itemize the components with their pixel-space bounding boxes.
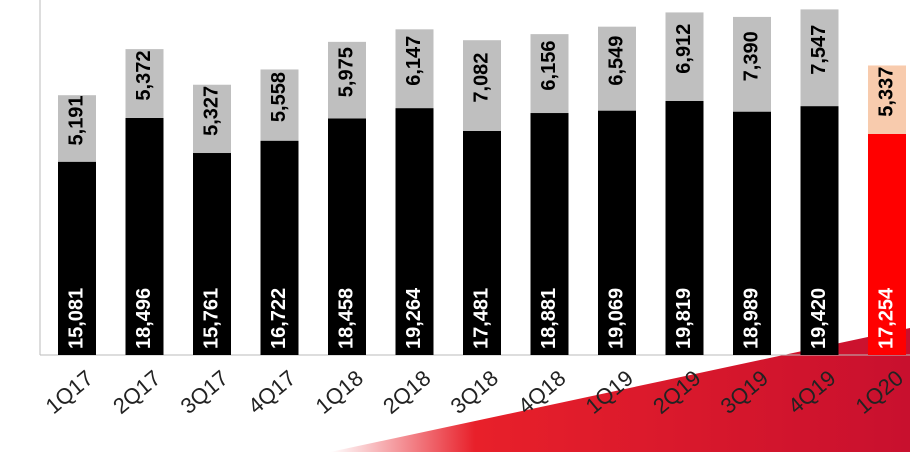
- bar-segment: [328, 41, 366, 119]
- bar-segment: [530, 113, 569, 355]
- data-label: 18,881: [538, 288, 560, 349]
- x-tick-label: 2Q18: [378, 365, 435, 419]
- bar-segment: [395, 108, 434, 355]
- bar-segment: [868, 65, 906, 134]
- x-tick-label: 3Q18: [446, 365, 503, 419]
- data-label: 15,081: [65, 288, 87, 349]
- bar-segment: [260, 69, 299, 141]
- bar-segment: [800, 106, 839, 355]
- data-label: 15,761: [200, 288, 222, 349]
- bar-segment: [665, 101, 704, 355]
- data-label: 5,558: [268, 72, 290, 122]
- data-label: 17,254: [875, 287, 897, 349]
- bar-segment: [193, 84, 231, 154]
- data-label: 5,372: [133, 51, 155, 101]
- bar-segment: [733, 16, 771, 112]
- data-label: 7,547: [808, 25, 830, 75]
- data-label: 6,912: [673, 24, 695, 74]
- x-tick-label: 1Q18: [311, 365, 368, 419]
- bar-segment: [530, 34, 569, 114]
- data-label: 6,156: [538, 41, 560, 91]
- data-label: 18,989: [740, 288, 762, 349]
- x-tick-label: 2Q17: [108, 365, 165, 419]
- bar-segment: [800, 9, 839, 107]
- data-label: 19,264: [403, 287, 425, 349]
- data-label: 16,722: [268, 288, 290, 349]
- data-label: 19,069: [605, 288, 627, 349]
- data-label: 5,327: [200, 86, 222, 136]
- bar-segment: [58, 161, 96, 355]
- data-label: 6,549: [605, 36, 627, 86]
- data-label: 6,147: [403, 36, 425, 86]
- data-label: 19,420: [808, 288, 830, 349]
- bar-segment: [598, 110, 636, 356]
- x-tick-label: 4Q17: [243, 365, 300, 419]
- bar-segment: [58, 95, 96, 162]
- x-tick-label: 1Q17: [41, 365, 98, 419]
- bar-segment: [733, 111, 771, 356]
- data-label: 19,819: [673, 288, 695, 349]
- bar-segment: [395, 29, 434, 109]
- bar-segment: [125, 49, 164, 118]
- data-label: 7,082: [470, 53, 492, 103]
- bar-segment: [598, 26, 636, 111]
- bar-segment: [125, 117, 164, 355]
- x-tick-label: 3Q17: [176, 365, 233, 419]
- bar-segment: [463, 40, 501, 131]
- bar-segment: [463, 130, 501, 355]
- data-label: 5,975: [335, 47, 357, 97]
- data-label: 5,337: [875, 67, 897, 117]
- bar-segment: [868, 133, 906, 355]
- decoration-band: [330, 328, 910, 452]
- bar-segment: [328, 118, 366, 356]
- bar-segment: [260, 140, 299, 355]
- data-label: 7,390: [740, 31, 762, 81]
- data-label: 18,458: [335, 288, 357, 349]
- data-label: 17,481: [470, 288, 492, 349]
- bar-segment: [665, 12, 704, 102]
- bar-segment: [193, 153, 231, 355]
- data-label: 18,496: [133, 288, 155, 349]
- data-label: 5,191: [65, 95, 87, 145]
